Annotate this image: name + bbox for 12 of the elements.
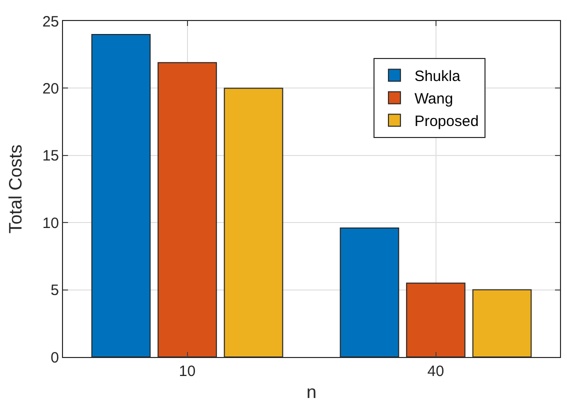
x-axis-title: n: [306, 382, 317, 402]
y-axis-title: Total Costs: [6, 144, 26, 234]
legend-label: Wang: [414, 90, 454, 108]
y-tick-label: 0: [50, 349, 59, 366]
y-tick-label: 15: [42, 148, 59, 165]
legend-label: Shukla: [414, 68, 461, 86]
y-tick-label: 25: [42, 13, 59, 30]
legend-label: Proposed: [414, 113, 479, 130]
x-tick-label: 40: [427, 363, 444, 380]
y-tick-label: 5: [50, 282, 59, 300]
y-tick-label: 10: [42, 214, 59, 232]
y-tick-label: 20: [42, 80, 59, 98]
